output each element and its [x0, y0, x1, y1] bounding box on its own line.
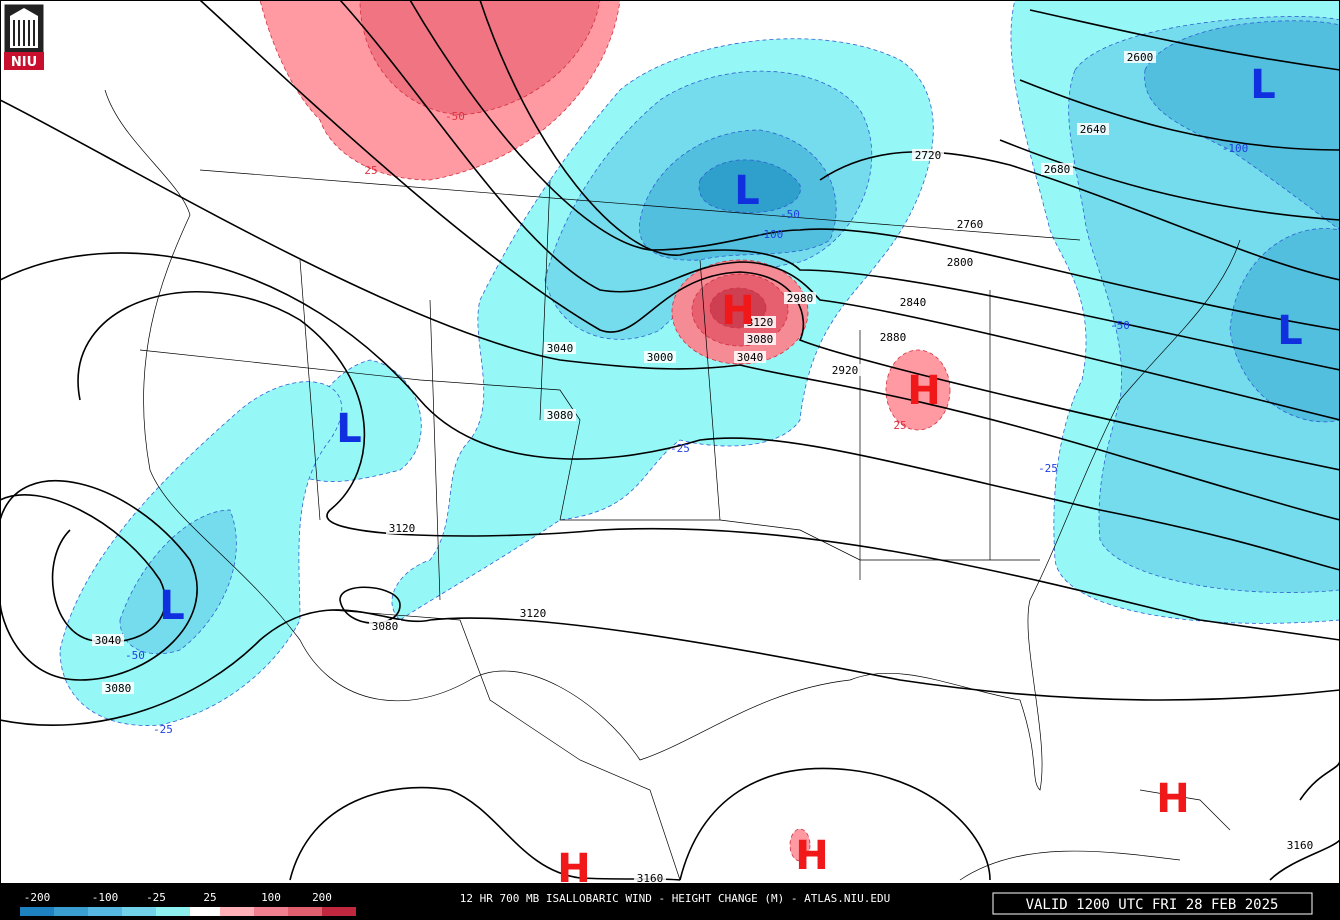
contour-label-bg	[944, 256, 976, 268]
contour-label-bg	[369, 620, 401, 632]
height-contour-label: 2920	[832, 364, 859, 377]
contour-label-bg	[1041, 163, 1073, 175]
change-label: -25	[670, 442, 690, 455]
valid-box	[992, 892, 1313, 915]
height-contour-label: 2720	[915, 149, 942, 162]
height-contour-label: 2760	[957, 218, 984, 231]
height-contour-label: 3080	[105, 682, 132, 695]
change-label: -100	[1222, 142, 1249, 155]
contour-label-bg	[386, 522, 418, 534]
pressure-center: L	[159, 583, 185, 629]
change-label: 25	[364, 164, 377, 177]
height-contour-label: 2680	[1044, 163, 1071, 176]
change-label: 25	[893, 419, 906, 432]
contour-label-bg	[102, 682, 134, 694]
contour-label-bg	[744, 316, 776, 328]
height-contour-label: 3040	[95, 634, 122, 647]
height-contour-label: 3000	[647, 351, 674, 364]
contour-label-bg	[544, 342, 576, 354]
contour-label-bg	[784, 292, 816, 304]
height-contour-label: 3160	[637, 872, 664, 885]
contour-label-bg	[897, 296, 929, 308]
contour-label-bg	[829, 364, 861, 376]
legend-label: 200	[312, 891, 332, 904]
legend: -200 -100 -25 25 100 200	[20, 891, 356, 916]
valid-time: VALID 1200 UTC FRI 28 FEB 2025	[1026, 897, 1279, 913]
logo: NIU	[3, 3, 45, 71]
pressure-center: L	[1250, 62, 1276, 108]
legend-label: 100	[261, 891, 281, 904]
legend-label: -100	[92, 891, 119, 904]
height-rise-shading	[259, 0, 951, 862]
contour-label-bg	[544, 409, 576, 421]
legend-label: -25	[146, 891, 166, 904]
logo-text: NIU	[11, 55, 37, 70]
height-contour-label: 3040	[737, 351, 764, 364]
change-label: -50	[445, 110, 465, 123]
pressure-center: H	[907, 368, 940, 414]
contour-label-bg	[1284, 839, 1316, 851]
contour-label-bg	[1124, 51, 1156, 63]
height-contour-label: 2880	[880, 331, 907, 344]
change-label: -25	[1038, 462, 1058, 475]
height-contour-label: 3120	[389, 522, 416, 535]
contour-label-bg	[954, 218, 986, 230]
height-contour-label: 2600	[1127, 51, 1154, 64]
height-contour-label: 3160	[1287, 839, 1314, 852]
legend-label: -200	[24, 891, 51, 904]
change-label: -50	[780, 208, 800, 221]
height-contours	[0, 0, 1340, 881]
contour-label-bg	[912, 149, 944, 161]
contour-label-bg	[744, 333, 776, 345]
pressure-center: H	[721, 288, 754, 334]
contour-label-bg	[1077, 123, 1109, 135]
height-contour-label: 2980	[787, 292, 814, 305]
footer-title: 12 HR 700 MB ISALLOBARIC WIND - HEIGHT C…	[460, 892, 890, 905]
pressure-center: L	[336, 406, 362, 452]
pressure-center: L	[734, 168, 760, 214]
legend-label: 25	[203, 891, 216, 904]
pressure-center: H	[795, 833, 828, 879]
change-label: -50	[125, 649, 145, 662]
borders	[104, 89, 1241, 881]
contour-label-bg	[517, 607, 549, 619]
pressure-center: H	[1156, 776, 1189, 822]
height-contour-label: 3120	[520, 607, 547, 620]
change-label: -100	[757, 228, 784, 241]
contour-label-bg	[734, 351, 766, 363]
contour-label-bg	[634, 872, 666, 884]
height-contour-label: 2640	[1080, 123, 1107, 136]
contour-label-bg	[92, 634, 124, 646]
pressure-center: L	[1277, 308, 1303, 354]
contour-label-bg	[644, 351, 676, 363]
change-label: -25	[153, 723, 173, 736]
height-contour-label: 3120	[747, 316, 774, 329]
height-contour-label: 3080	[747, 333, 774, 346]
height-contour-label: 2840	[900, 296, 927, 309]
height-contour-label: 3040	[547, 342, 574, 355]
contour-label-bg	[877, 331, 909, 343]
change-label: -50	[1110, 319, 1130, 332]
height-contour-label: 2800	[947, 256, 974, 269]
height-contour-label: 3080	[372, 620, 399, 633]
height-contour-label: 3080	[547, 409, 574, 422]
labels: 2600 2640 2680 2720 2760 2800 2840 2880 2920 2980…	[92, 51, 1316, 892]
